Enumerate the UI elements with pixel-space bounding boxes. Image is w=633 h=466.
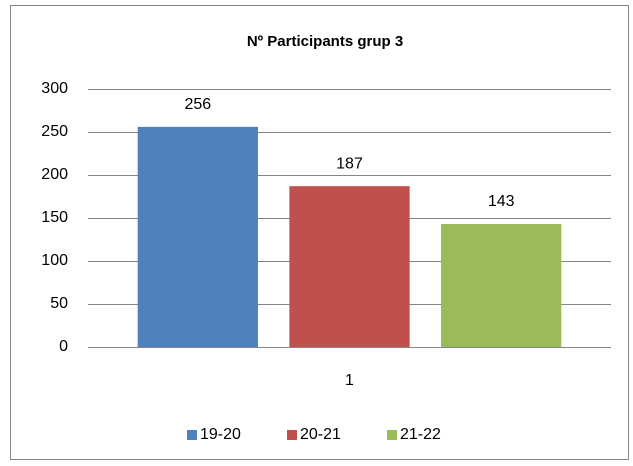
bar — [441, 224, 562, 347]
legend-label: 19-20 — [200, 426, 241, 443]
chart-title: Nº Participants grup 3 — [247, 33, 403, 50]
legend-label: 20-21 — [300, 426, 341, 443]
y-tick-label: 100 — [41, 252, 68, 269]
y-tick-label: 150 — [41, 209, 68, 226]
y-tick-label: 250 — [41, 123, 68, 140]
data-label: 256 — [184, 96, 211, 113]
y-tick-label: 200 — [41, 166, 68, 183]
data-label: 143 — [488, 193, 515, 210]
data-label: 187 — [336, 155, 363, 172]
y-tick-label: 50 — [50, 295, 68, 312]
bar — [289, 186, 410, 347]
x-tick-label: 1 — [345, 372, 354, 389]
legend-swatch — [287, 430, 297, 440]
y-tick-label: 300 — [41, 80, 68, 97]
legend-label: 21-22 — [400, 426, 441, 443]
y-tick-label: 0 — [59, 338, 68, 355]
bar — [137, 126, 258, 347]
legend-swatch — [387, 430, 397, 440]
legend-swatch — [187, 430, 197, 440]
